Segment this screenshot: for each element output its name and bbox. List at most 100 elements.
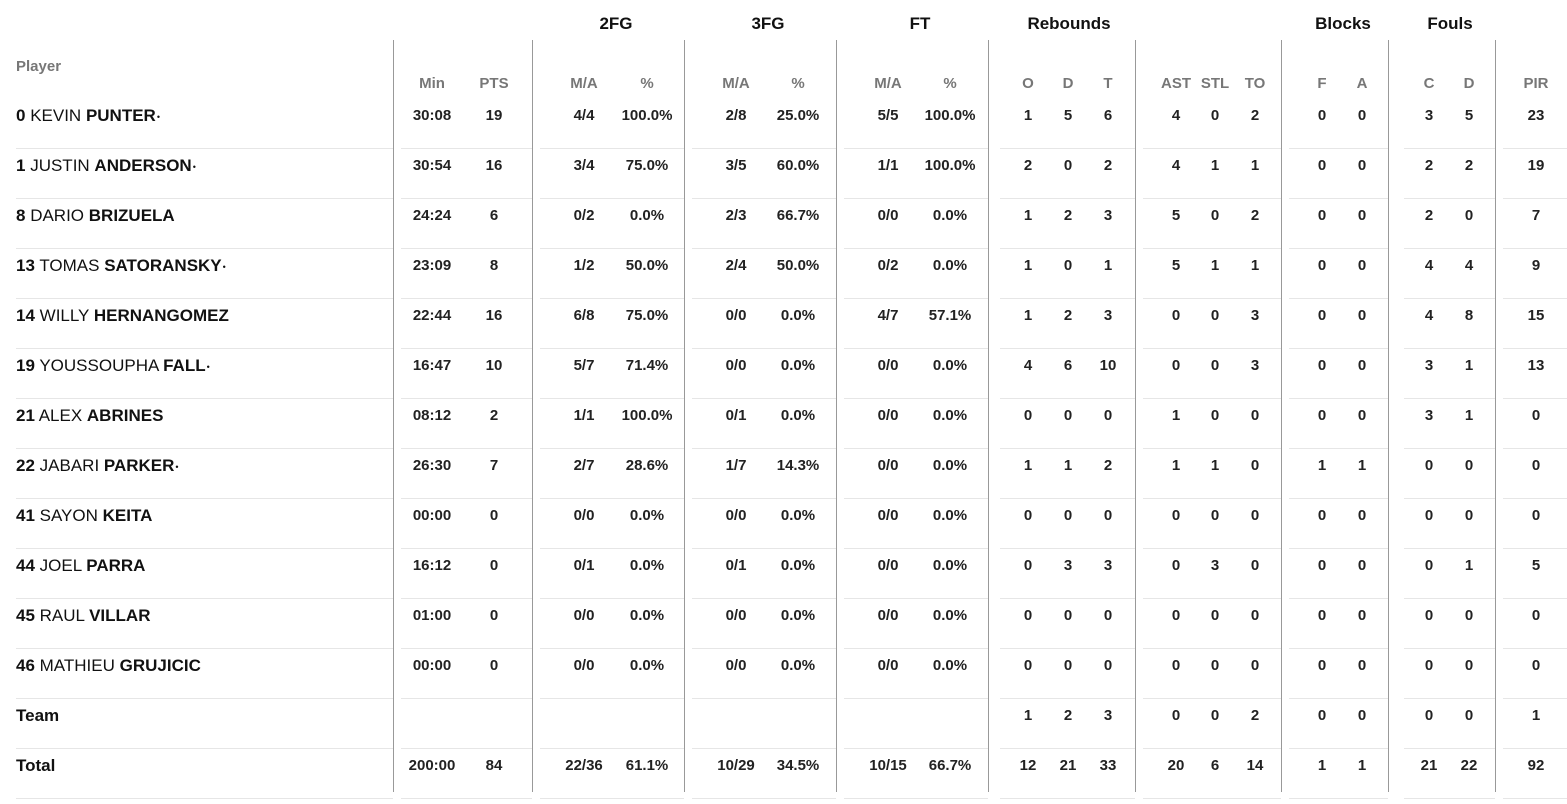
row-divider	[1143, 548, 1281, 549]
row-divider	[844, 548, 988, 549]
stat-3fg-pct: 0.0%	[780, 657, 816, 674]
row-divider	[16, 798, 393, 799]
row-divider	[692, 248, 836, 249]
stat-ft-ma: 4/7	[877, 307, 899, 324]
stat-stl: 0	[1210, 357, 1220, 374]
stat-3fg-ma: 0/0	[725, 507, 747, 524]
row-divider	[692, 748, 836, 749]
player-name[interactable]: 13 TOMAS SATORANSKY•	[16, 249, 226, 284]
stat-pts: 19	[485, 107, 503, 124]
stat-reb-d: 2	[1063, 307, 1073, 324]
row-divider	[16, 298, 393, 299]
player-last-name: SATORANSKY	[104, 256, 222, 275]
row-divider	[540, 398, 684, 399]
row-divider	[540, 148, 684, 149]
stat-ft-ma: 10/15	[869, 757, 907, 774]
starter-mark-icon: •	[175, 461, 179, 472]
stat-reb-d: 6	[1063, 357, 1073, 374]
player-name[interactable]: 46 MATHIEU GRUJICIC	[16, 649, 201, 683]
stat-reb-t: 0	[1103, 507, 1113, 524]
stat-to: 0	[1250, 607, 1260, 624]
row-divider	[1143, 598, 1281, 599]
stat-ast: 0	[1171, 557, 1181, 574]
player-name[interactable]: 41 SAYON KEITA	[16, 499, 152, 533]
stat-stl: 0	[1210, 307, 1220, 324]
row-divider	[1289, 198, 1388, 199]
stat-reb-o: 1	[1023, 307, 1033, 324]
stat-3fg-pct: 25.0%	[776, 107, 820, 124]
row-divider	[692, 698, 836, 699]
row-divider	[1000, 248, 1135, 249]
player-name[interactable]: 44 JOEL PARRA	[16, 549, 145, 583]
stat-2fg-pct: 75.0%	[625, 307, 669, 324]
stat-3fg-ma: 0/0	[725, 607, 747, 624]
row-divider	[1503, 798, 1567, 799]
stat-3fg-pct: 60.0%	[776, 157, 820, 174]
stat-foul-d: 4	[1464, 257, 1474, 274]
stat-blk-a: 0	[1357, 357, 1367, 374]
stat-ft-ma: 0/0	[877, 407, 899, 424]
row-divider	[1143, 148, 1281, 149]
row-divider	[1000, 398, 1135, 399]
stat-foul-d: 22	[1460, 757, 1478, 774]
player-name[interactable]: 1 JUSTIN ANDERSON•	[16, 149, 196, 184]
stat-reb-o: 0	[1023, 607, 1033, 624]
row-divider	[1289, 698, 1388, 699]
stat-3fg-ma: 2/3	[725, 207, 747, 224]
player-last-name: ANDERSON	[94, 156, 192, 175]
row-divider	[1000, 498, 1135, 499]
stat-ast: 5	[1171, 207, 1181, 224]
stat-ast: 0	[1171, 307, 1181, 324]
row-divider	[1289, 148, 1388, 149]
row-divider	[1404, 748, 1495, 749]
row-divider	[540, 448, 684, 449]
row-divider	[401, 548, 532, 549]
stat-ft-ma: 1/1	[877, 157, 899, 174]
table-row: 0 KEVIN PUNTER• 30:08 19 4/4 100.0% 2/8 25.0% 5…	[0, 99, 1567, 149]
player-first-name: TOMAS	[34, 256, 105, 275]
stat-stl: 1	[1210, 157, 1220, 174]
stat-reb-t: 6	[1103, 107, 1113, 124]
player-name[interactable]: 14 WILLY HERNANGOMEZ	[16, 299, 229, 333]
stat-pts: 16	[485, 307, 503, 324]
stat-blk-a: 0	[1357, 107, 1367, 124]
row-divider	[1000, 748, 1135, 749]
stat-2fg-pct: 0.0%	[629, 607, 665, 624]
stat-stl: 6	[1210, 757, 1220, 774]
player-first-name: JUSTIN	[25, 156, 95, 175]
row-divider	[1143, 298, 1281, 299]
stat-reb-t: 3	[1103, 207, 1113, 224]
player-name[interactable]: 45 RAUL VILLAR	[16, 599, 150, 633]
stat-2fg-pct: 75.0%	[625, 157, 669, 174]
stat-ft-pct: 0.0%	[932, 207, 968, 224]
table-row: 21 ALEX ABRINES 08:12 2 1/1 100.0% 0/1 0.0% 0/0…	[0, 399, 1567, 449]
stat-pir: 19	[1527, 157, 1545, 174]
stat-to: 0	[1250, 457, 1260, 474]
player-name[interactable]: 0 KEVIN PUNTER•	[16, 99, 160, 134]
stat-foul-d: 8	[1464, 307, 1474, 324]
stat-foul-d: 0	[1464, 707, 1474, 724]
row-divider	[16, 498, 393, 499]
row-divider	[1503, 298, 1567, 299]
player-name[interactable]: 21 ALEX ABRINES	[16, 399, 163, 433]
stat-reb-t: 0	[1103, 607, 1113, 624]
player-name[interactable]: 8 DARIO BRIZUELA	[16, 199, 175, 233]
player-name[interactable]: 22 JABARI PARKER•	[16, 449, 179, 484]
stat-reb-t: 1	[1103, 257, 1113, 274]
stat-foul-c: 0	[1424, 607, 1434, 624]
player-number: 19	[16, 356, 35, 375]
stat-foul-d: 1	[1464, 407, 1474, 424]
row-divider	[401, 648, 532, 649]
row-divider	[1289, 648, 1388, 649]
stat-min: 00:00	[412, 507, 452, 524]
stat-pir: 0	[1531, 657, 1541, 674]
row-divider	[844, 698, 988, 699]
row-divider	[1404, 448, 1495, 449]
table-row: 41 SAYON KEITA 00:00 0 0/0 0.0% 0/0 0.0% 0/0 0.0…	[0, 499, 1567, 549]
stat-blk-a: 0	[1357, 707, 1367, 724]
row-divider	[1143, 348, 1281, 349]
stat-2fg-ma: 3/4	[573, 157, 595, 174]
player-name[interactable]: 19 YOUSSOUPHA FALL•	[16, 349, 210, 384]
column-divider	[1495, 40, 1496, 792]
stat-ft-pct: 57.1%	[928, 307, 972, 324]
